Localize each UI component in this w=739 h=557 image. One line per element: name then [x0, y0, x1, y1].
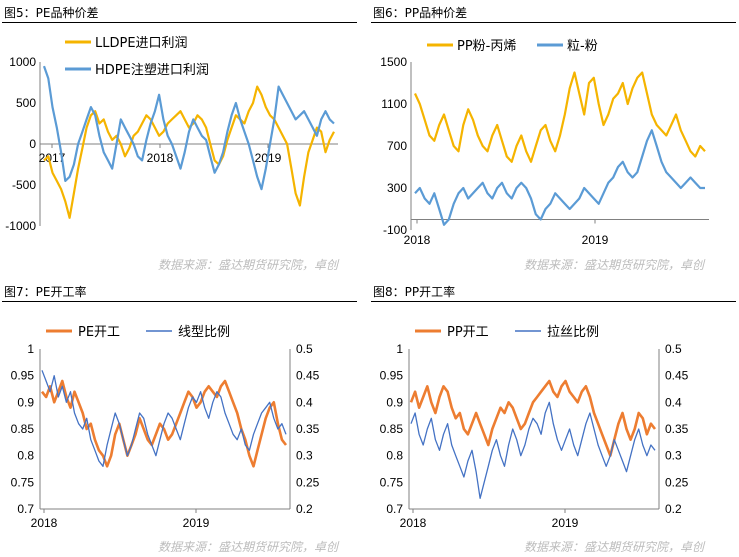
y-left-tick-label: 0.7 — [386, 502, 403, 516]
chart-title: 图5：PE品种价差 — [4, 6, 99, 20]
y-right-tick-label: 0.4 — [665, 395, 682, 409]
y-left-tick-label: 0.95 — [380, 369, 404, 383]
legend-label: LLDPE进口利润 — [95, 36, 188, 51]
y-left-tick-label: 0.8 — [17, 449, 34, 463]
legend-label: PP开工 — [447, 325, 489, 340]
y-left-tick-label: 1 — [27, 342, 34, 356]
y-right-tick-label: 0.25 — [296, 475, 320, 489]
y-tick-label: -100 — [383, 223, 407, 237]
series-line-1 — [41, 370, 287, 467]
legend-label: 线型比例 — [178, 325, 230, 340]
y-right-tick-label: 0.5 — [296, 342, 313, 356]
y-right-tick-label: 0.45 — [665, 369, 689, 383]
legend-label: HDPE注塑进口利润 — [95, 63, 209, 78]
y-tick-label: 1500 — [380, 55, 407, 69]
y-right-tick-label: 0.3 — [296, 449, 313, 463]
y-left-tick-label: 0.75 — [11, 475, 35, 489]
series-line-0 — [40, 379, 288, 468]
chart-title: 图8：PP开工率 — [373, 285, 456, 299]
y-tick-label: 1100 — [381, 97, 407, 111]
title-underline — [371, 301, 736, 302]
source-note: 数据来源：盛达期货研究院，卓创 — [524, 258, 705, 272]
y-right-tick-label: 0.5 — [665, 342, 682, 356]
series-line-0 — [413, 71, 706, 163]
y-right-tick-label: 0.2 — [665, 502, 682, 516]
y-right-tick-label: 0.25 — [665, 475, 689, 489]
legend-label: PE开工 — [78, 325, 120, 340]
chart-panel-pp-spread: 图6：PP品种价差 1500 1100 700 300 -100 2018 2019 PP粉-… — [369, 0, 738, 278]
series-line-1 — [410, 401, 656, 499]
y-right-tick-label: 0.35 — [665, 422, 689, 436]
y-left-tick-label: 0.8 — [386, 449, 403, 463]
y-tick-label: 1000 — [9, 55, 36, 69]
y-left-tick-label: 0.9 — [386, 395, 403, 409]
chart-panel-pp-operating: 图8：PP开工率 1 0.95 0.9 0.85 0.8 0.75 0.7 0.5 0.45 0.… — [369, 279, 738, 557]
y-right-tick-label: 0.2 — [296, 502, 313, 516]
x-tick-label: 2019 — [183, 516, 210, 530]
chart-panel-pe-operating: 图7：PE开工率 1 0.95 0.9 0.85 0.8 0.75 0.7 0.5 0.45 0.… — [0, 279, 369, 557]
y-right-tick-label: 0.35 — [296, 422, 320, 436]
series-line-1 — [42, 65, 335, 191]
y-tick-label: 0 — [29, 137, 36, 151]
source-note: 数据来源：盛达期货研究院，卓创 — [158, 258, 339, 272]
y-tick-label: 500 — [16, 96, 36, 110]
y-tick-label: -500 — [12, 178, 36, 192]
source-note: 数据来源：盛达期货研究院，卓创 — [524, 540, 705, 554]
y-tick-label: 300 — [387, 181, 407, 195]
legend-label: PP粉-丙烯 — [457, 39, 516, 54]
y-left-tick-label: 0.85 — [380, 422, 404, 436]
y-right-tick-label: 0.45 — [296, 369, 320, 383]
chart-title: 图7：PE开工率 — [4, 285, 87, 299]
x-tick-label: 2017 — [39, 151, 66, 165]
chart-title: 图6：PP品种价差 — [373, 6, 468, 20]
legend-label: 粒-粉 — [567, 39, 598, 54]
title-underline — [2, 301, 357, 302]
y-left-tick-label: 0.75 — [380, 475, 404, 489]
chart-panel-pe-spread: 图5：PE品种价差 1000 500 0 -500 -1000 2017 2018 2019 L… — [0, 0, 369, 278]
y-left-tick-label: 0.95 — [11, 369, 35, 383]
y-left-tick-label: 0.85 — [11, 422, 35, 436]
title-underline — [371, 22, 736, 23]
x-tick-label: 2019 — [582, 233, 609, 247]
source-note: 数据来源：盛达期货研究院，卓创 — [158, 540, 339, 554]
x-tick-label: 2018 — [400, 516, 427, 530]
x-tick-label: 2019 — [552, 516, 579, 530]
chart-pp-operating: 1 0.95 0.9 0.85 0.8 0.75 0.7 0.5 0.45 0.4 0.35 0.3 0… — [380, 325, 689, 530]
series-line-1 — [414, 129, 705, 226]
chart-pe-operating: 1 0.95 0.9 0.85 0.8 0.75 0.7 0.5 0.45 0.4 0.35 0.3 0… — [11, 325, 320, 530]
x-tick-label: 2018 — [147, 151, 174, 165]
y-tick-label: 700 — [387, 139, 407, 153]
title-underline — [2, 22, 357, 23]
legend-label: 拉丝比例 — [547, 325, 599, 340]
y-left-tick-label: 0.7 — [17, 502, 34, 516]
y-left-tick-label: 1 — [396, 342, 403, 356]
series-line-0 — [43, 85, 335, 219]
y-left-tick-label: 0.9 — [17, 395, 34, 409]
x-tick-label: 2018 — [31, 516, 58, 530]
x-tick-label: 2018 — [404, 233, 431, 247]
y-tick-label: -1000 — [5, 219, 36, 233]
y-right-tick-label: 0.3 — [665, 449, 682, 463]
y-right-tick-label: 0.4 — [296, 395, 313, 409]
